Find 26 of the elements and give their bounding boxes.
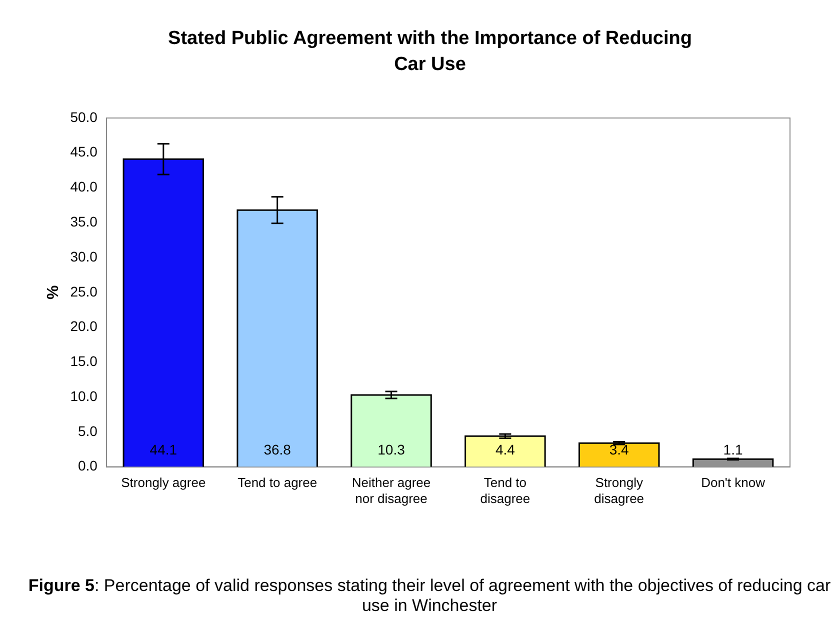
x-tick-label: Tend to disagree xyxy=(480,475,530,506)
chart-title: Stated Public Agreement with the Importance of Reducing Car Use xyxy=(167,27,693,77)
data-label: 1.1 xyxy=(723,442,743,458)
y-tick-label: 25.0 xyxy=(70,283,98,300)
y-tick-label: 40.0 xyxy=(70,178,98,195)
y-tick-label: 0.0 xyxy=(78,458,98,474)
x-tick-label: Don't know xyxy=(701,475,766,490)
data-label: 3.4 xyxy=(609,442,630,458)
data-label: 36.8 xyxy=(264,442,292,458)
data-label: 10.3 xyxy=(378,442,406,458)
data-label: 4.4 xyxy=(495,442,516,458)
y-tick-label: 35.0 xyxy=(70,214,98,230)
y-tick-label: 10.0 xyxy=(70,388,98,404)
y-tick-label: 5.0 xyxy=(78,422,98,439)
caption: Figure 5: Percentage of valid responses stating their level of agreement with the objectives of reducing car use in Winchester xyxy=(27,576,832,616)
y-axis-title: % xyxy=(45,285,62,300)
y-tick-label: 15.0 xyxy=(70,353,98,370)
x-tick-label: Strongly agree xyxy=(121,475,206,490)
x-tick-label: Neither agree nor disagree xyxy=(352,475,431,506)
data-label: 44.1 xyxy=(150,442,178,458)
y-tick-label: 50.0 xyxy=(70,108,98,125)
x-tick-label: Tend to agree xyxy=(238,475,318,490)
y-tick-label: 45.0 xyxy=(70,144,98,160)
y-tick-label: 30.0 xyxy=(70,248,98,264)
x-tick-label: Strongly disagree xyxy=(594,475,644,506)
y-tick-label: 20.0 xyxy=(70,318,98,334)
